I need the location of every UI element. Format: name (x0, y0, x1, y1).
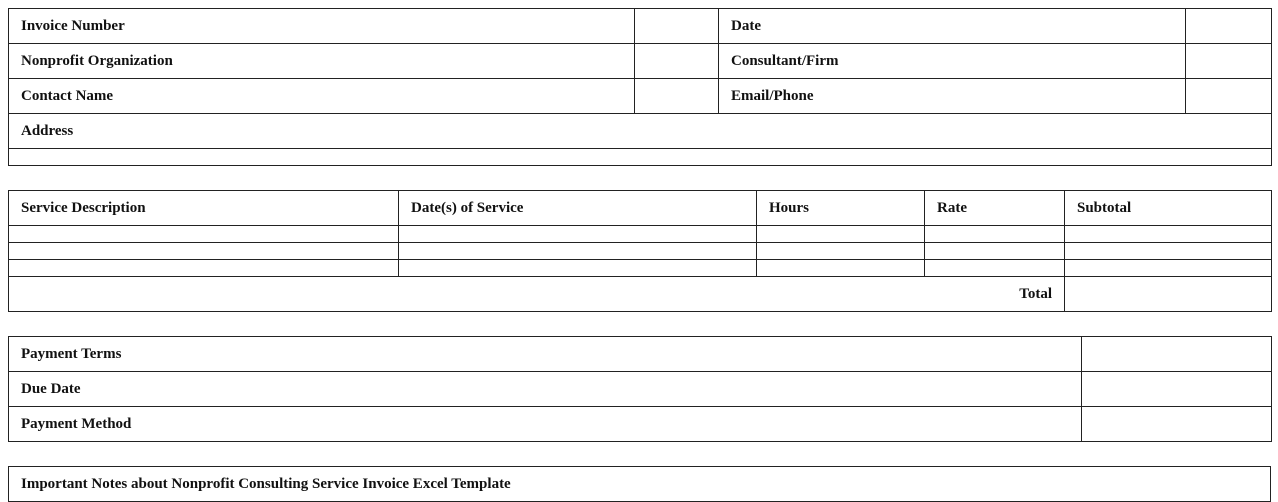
cell[interactable] (924, 259, 1065, 277)
header-dates-of-service: Date(s) of Service (398, 190, 757, 226)
table-row (8, 259, 1272, 277)
table-row (8, 242, 1272, 260)
info-row-invoice-number: Invoice Number Date (8, 8, 1272, 44)
notes-row: Important Notes about Nonprofit Consulti… (8, 466, 1271, 502)
date-value[interactable] (1185, 8, 1272, 44)
contact-name-label: Contact Name (8, 78, 635, 114)
cell[interactable] (756, 225, 925, 243)
cell[interactable] (398, 225, 757, 243)
cell[interactable] (398, 259, 757, 277)
invoice-number-value[interactable] (634, 8, 719, 44)
total-row: Total (8, 276, 1272, 312)
email-phone-label: Email/Phone (718, 78, 1186, 114)
cell[interactable] (756, 242, 925, 260)
notes-title: Important Notes about Nonprofit Consulti… (8, 466, 1271, 502)
info-row-contact: Contact Name Email/Phone (8, 78, 1272, 114)
cell[interactable] (8, 259, 399, 277)
payment-table: Payment Terms Due Date Payment Method (8, 336, 1272, 442)
total-label: Total (8, 276, 1065, 312)
header-hours: Hours (756, 190, 925, 226)
header-service-description: Service Description (8, 190, 399, 226)
cell[interactable] (924, 242, 1065, 260)
cell[interactable] (924, 225, 1065, 243)
email-phone-value[interactable] (1185, 78, 1272, 114)
due-date-label: Due Date (8, 371, 1082, 407)
services-header-row: Service Description Date(s) of Service H… (8, 190, 1272, 226)
consultant-label: Consultant/Firm (718, 43, 1186, 79)
organization-label: Nonprofit Organization (8, 43, 635, 79)
cell[interactable] (8, 242, 399, 260)
total-value[interactable] (1064, 276, 1272, 312)
payment-method-value[interactable] (1081, 406, 1272, 442)
notes-table: Important Notes about Nonprofit Consulti… (8, 466, 1271, 502)
organization-value[interactable] (634, 43, 719, 79)
info-row-address: Address (8, 113, 1272, 149)
payment-terms-value[interactable] (1081, 336, 1272, 372)
cell[interactable] (398, 242, 757, 260)
header-subtotal: Subtotal (1064, 190, 1272, 226)
cell[interactable] (1064, 225, 1272, 243)
info-row-address-value (8, 148, 1272, 166)
invoice-number-label: Invoice Number (8, 8, 635, 44)
cell[interactable] (8, 225, 399, 243)
cell[interactable] (1064, 242, 1272, 260)
contact-name-value[interactable] (634, 78, 719, 114)
header-rate: Rate (924, 190, 1065, 226)
cell[interactable] (756, 259, 925, 277)
due-date-value[interactable] (1081, 371, 1272, 407)
payment-terms-row: Payment Terms (8, 336, 1272, 372)
consultant-value[interactable] (1185, 43, 1272, 79)
table-row (8, 225, 1272, 243)
info-row-organization: Nonprofit Organization Consultant/Firm (8, 43, 1272, 79)
invoice-info-table: Invoice Number Date Nonprofit Organizati… (8, 8, 1272, 166)
cell[interactable] (1064, 259, 1272, 277)
address-value[interactable] (8, 148, 1272, 166)
services-table: Service Description Date(s) of Service H… (8, 190, 1272, 312)
payment-method-label: Payment Method (8, 406, 1082, 442)
payment-method-row: Payment Method (8, 406, 1272, 442)
address-label: Address (8, 113, 1272, 149)
date-label: Date (718, 8, 1186, 44)
payment-terms-label: Payment Terms (8, 336, 1082, 372)
due-date-row: Due Date (8, 371, 1272, 407)
